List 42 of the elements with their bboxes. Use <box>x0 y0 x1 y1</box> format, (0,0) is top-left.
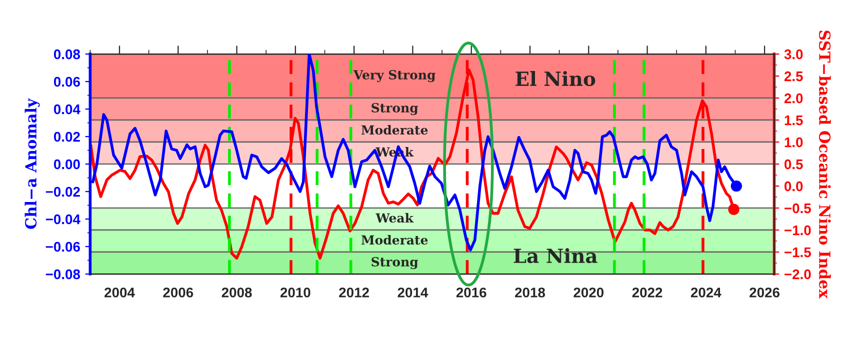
x-tick-label: 2014 <box>398 288 428 298</box>
y2-tick-label: −1.5 <box>784 248 811 258</box>
y2-tick-label: −0.5 <box>784 203 811 214</box>
y2-tick-label: 2.0 <box>784 93 803 104</box>
y-axis-title: Chl−a Anomaly <box>24 98 40 229</box>
y2-axis-title: SST−based Oceanic Nino Index <box>818 30 831 299</box>
y2-tick-label: −1.0 <box>784 225 811 236</box>
band-label: Very Strong <box>353 70 436 82</box>
x-tick-label: 2012 <box>339 288 369 298</box>
y-tick-label: −0.06 <box>46 242 80 252</box>
band-label: Moderate <box>361 125 428 135</box>
y2-tick-label: 1.5 <box>784 116 803 126</box>
annotation: El Nino <box>516 71 596 86</box>
y-tick-label: −0.02 <box>46 186 80 197</box>
x-tick-label: 2004 <box>104 288 135 298</box>
band-label: Weak <box>376 212 414 223</box>
annotation: La Nina <box>514 248 598 264</box>
x-tick-label: 2008 <box>222 288 252 298</box>
y2-tick-label: 3.0 <box>784 49 803 60</box>
y-tick-label: 0.00 <box>54 159 80 170</box>
y2-tick-label: 0.0 <box>784 181 803 192</box>
y-tick-label: 0.06 <box>54 76 80 87</box>
x-tick-label: 2020 <box>574 288 604 298</box>
x-tick-label: 2006 <box>163 288 194 298</box>
x-tick-label: 2016 <box>456 288 486 298</box>
x-tick-label: 2026 <box>750 288 780 298</box>
y-tick-label: 0.02 <box>54 132 80 142</box>
x-tick-label: 2022 <box>632 288 662 298</box>
y2-tick-label: −2.0 <box>784 269 811 280</box>
band-label: Moderate <box>361 234 428 245</box>
band-label: Strong <box>372 103 418 116</box>
y2-tick-label: 1.0 <box>784 137 803 148</box>
x-tick-label: 2010 <box>280 288 310 298</box>
y-tick-label: −0.04 <box>46 214 80 224</box>
band-label: Strong <box>372 257 418 270</box>
x-tick-label: 2024 <box>690 288 722 298</box>
y2-tick-label: 0.5 <box>784 159 803 170</box>
y-tick-label: 0.04 <box>54 104 80 114</box>
y2-tick-label: 2.5 <box>784 71 803 82</box>
x-tick-label: 2018 <box>515 288 546 298</box>
y-tick-label: −0.08 <box>46 269 80 280</box>
y-tick-label: 0.08 <box>54 49 80 60</box>
